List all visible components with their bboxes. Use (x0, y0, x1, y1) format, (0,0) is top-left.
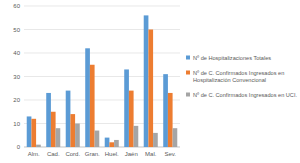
bar (75, 124, 80, 148)
x-tick-label: Sev. (164, 151, 176, 157)
bar (173, 128, 178, 147)
y-tick-label: 50 (13, 27, 20, 33)
x-tick-label: Alm. (28, 151, 40, 157)
y-tick-label: 20 (13, 97, 20, 103)
legend-swatch (186, 93, 190, 97)
y-tick-label: 10 (13, 121, 20, 127)
legend-line: Hospitalización Convencional (193, 77, 266, 83)
bars (27, 15, 178, 147)
legend-swatch (186, 71, 190, 75)
bar (66, 91, 71, 147)
bar (105, 138, 110, 147)
x-tick-label: Jaén (125, 151, 138, 157)
bar (85, 48, 90, 147)
y-tick-label: 30 (13, 74, 20, 80)
y-tick-label: 0 (17, 144, 21, 150)
bar (129, 91, 134, 147)
bar (148, 30, 153, 148)
y-tick-label: 40 (13, 50, 20, 56)
bar (168, 93, 173, 147)
legend-line: Nº de C. Confirmados Ingresados en UCI. (193, 92, 297, 98)
y-tick-label: 60 (13, 3, 20, 9)
x-tick-label: Cord. (65, 151, 80, 157)
grid-line (24, 29, 180, 30)
grid-line (24, 53, 180, 54)
legend-label: Nº de Hospitalizaciones Totales (193, 55, 271, 61)
grid-line (24, 6, 180, 7)
bar (163, 74, 168, 147)
bar (36, 145, 41, 147)
x-tick-label: Huel. (105, 151, 119, 157)
bar (90, 65, 95, 147)
bar (46, 93, 51, 147)
x-tick-label: Gran. (85, 151, 100, 157)
legend-label: Nº de C. Confirmados Ingresados en UCI. (193, 92, 297, 98)
legend-line: Nº de Hospitalizaciones Totales (193, 55, 271, 61)
legend-label: Nº de C. Confirmados Ingresados enHospit… (193, 70, 284, 83)
bar (124, 69, 129, 147)
x-tick-label: Cad. (47, 151, 60, 157)
x-tick-label: Mal. (145, 151, 157, 157)
bar (134, 126, 139, 147)
legend-swatch (186, 56, 190, 60)
bar (56, 128, 61, 147)
legend-line: Nº de C. Confirmados Ingresados en (193, 70, 284, 76)
bar (109, 142, 114, 147)
bar (70, 114, 75, 147)
bar (114, 140, 119, 147)
bar (31, 119, 36, 147)
grid-line (24, 76, 180, 77)
bar (95, 131, 100, 147)
bar (153, 133, 158, 147)
y-axis-line (24, 6, 25, 147)
bar (144, 15, 149, 147)
bar (27, 116, 32, 147)
chart: 0 10 20 30 40 50 60 Alm. Cad. Cord. Gran. Huel. Jaén… (0, 0, 300, 163)
bar (51, 112, 56, 147)
